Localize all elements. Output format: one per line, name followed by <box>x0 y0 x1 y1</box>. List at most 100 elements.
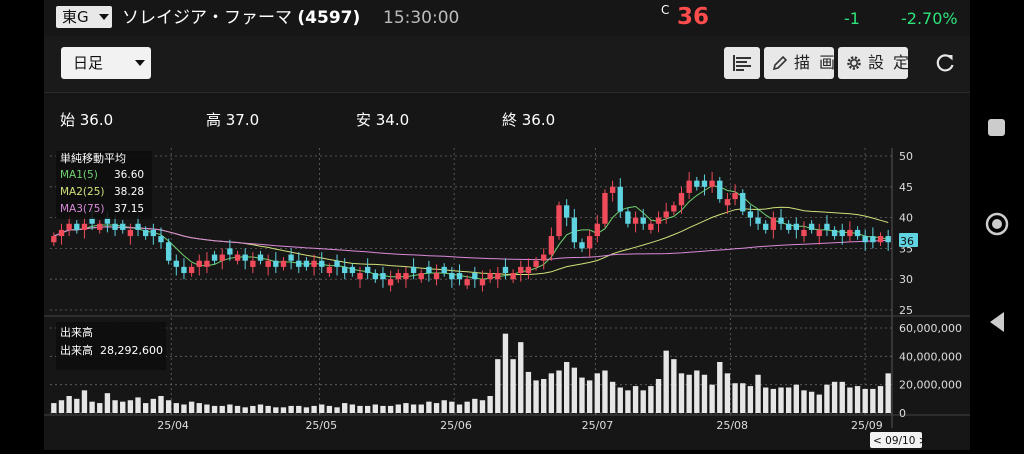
candle-body <box>265 260 271 267</box>
candle-body <box>740 192 746 212</box>
volume-bar <box>609 381 616 413</box>
caret-down-icon <box>99 14 109 20</box>
candle-body <box>617 186 623 212</box>
last-price-marker: 36 <box>899 233 918 248</box>
quote-header: 東G ソレイジア・ファーマ (4597) 15:30:00 C 36 -1 -2… <box>44 0 970 36</box>
month-tick-label: 25/09 <box>851 419 883 432</box>
volume-bar <box>357 405 363 413</box>
last-price-label: 36 <box>900 235 914 248</box>
volume-bar <box>770 388 777 413</box>
candle-body <box>395 273 401 280</box>
volume-bar <box>456 404 463 413</box>
volume-bar <box>862 388 868 413</box>
volume-bar <box>303 407 310 413</box>
candle-body <box>273 260 279 267</box>
home-icon[interactable] <box>985 212 1009 236</box>
candle-body <box>839 229 845 237</box>
price-chart[interactable]: 253035404550020,000,00040,000,00060,000,… <box>44 148 970 450</box>
volume-bar <box>441 400 447 413</box>
candle-body <box>862 236 868 243</box>
volume-bar <box>487 396 493 413</box>
volume-bar <box>801 390 807 413</box>
volume-bar <box>816 394 822 413</box>
volume-bar <box>632 386 639 413</box>
period-label: 日足 <box>73 54 104 72</box>
candle-body <box>449 273 455 280</box>
volume-bar <box>181 404 187 413</box>
volume-bar <box>426 401 432 413</box>
candle-body <box>372 273 378 280</box>
volume-bar <box>143 403 149 413</box>
stock-name-text: ソレイジア・ファーマ <box>122 8 292 28</box>
period-select[interactable]: 日足 <box>61 47 151 79</box>
volume-bar <box>380 405 386 413</box>
cursor-date-label: < 09/10 > <box>873 435 928 447</box>
high-value: 高 37.0 <box>206 111 260 129</box>
cursor-date[interactable]: < 09/10 > <box>870 432 928 448</box>
volume-bar <box>793 384 799 413</box>
candle-body <box>219 254 225 261</box>
candle-body <box>701 180 708 187</box>
open-value: 始 36.0 <box>60 111 114 129</box>
volume-bar <box>234 405 241 413</box>
market-select[interactable]: 東G <box>56 6 112 28</box>
volume-bar <box>839 381 845 413</box>
candle-body <box>525 266 532 274</box>
candle-body <box>579 242 585 249</box>
candle-body <box>847 229 853 237</box>
low-value: 安 34.0 <box>356 111 410 129</box>
indicator-list-button[interactable] <box>724 47 760 79</box>
volume-bar <box>854 386 861 413</box>
candle-body <box>66 223 72 230</box>
candle-body <box>464 279 470 286</box>
candle-body <box>257 254 264 261</box>
candle-body <box>808 223 815 230</box>
legend-ma3: MA3(75) <box>60 203 104 215</box>
back-icon[interactable] <box>990 312 1004 332</box>
volume-bar <box>280 407 287 413</box>
volume-bar <box>257 404 264 413</box>
candle-body <box>349 266 356 274</box>
candle-body <box>227 248 233 255</box>
ma3-line <box>53 226 889 261</box>
candle-body <box>104 217 111 224</box>
price-tick-label: 25 <box>899 304 913 317</box>
candle-body <box>441 266 447 274</box>
candle-body <box>801 229 807 237</box>
candle-body <box>510 273 516 280</box>
month-tick-label: 25/05 <box>305 419 337 432</box>
candle-body <box>211 254 218 261</box>
candle-body <box>127 229 134 237</box>
candle-body <box>472 273 478 280</box>
candle-body <box>403 273 409 280</box>
candle-body <box>747 211 754 218</box>
candle-body <box>418 273 424 280</box>
candle-body <box>456 273 463 280</box>
volume-bar <box>533 380 539 413</box>
volume-bar <box>518 342 524 413</box>
volume-legend-title: 出来高 <box>60 325 93 339</box>
volume-bar <box>479 400 486 413</box>
volume-bar <box>617 387 623 413</box>
candle-body <box>694 180 700 187</box>
settings-button[interactable]: 設定 <box>838 47 908 79</box>
refresh-icon[interactable] <box>934 52 956 74</box>
candle-body <box>196 260 202 267</box>
volume-bar <box>319 404 325 413</box>
volume-bar <box>732 383 738 413</box>
chart-app: 東G ソレイジア・ファーマ (4597) 15:30:00 C 36 -1 -2… <box>44 0 970 450</box>
month-tick-label: 25/08 <box>716 419 748 432</box>
volume-bar <box>433 403 440 413</box>
close-indicator: C <box>661 3 670 17</box>
recents-icon[interactable] <box>988 119 1005 136</box>
volume-bar <box>372 404 378 413</box>
candle-body <box>143 229 149 237</box>
draw-button[interactable]: 描画 <box>764 47 834 79</box>
moving-averages <box>53 185 889 280</box>
candle-body <box>625 211 631 224</box>
price-change: -1 <box>844 9 860 28</box>
candle-body <box>518 266 524 274</box>
volume-bar <box>655 379 662 413</box>
candle-body <box>58 229 65 237</box>
candle-body <box>364 266 371 274</box>
